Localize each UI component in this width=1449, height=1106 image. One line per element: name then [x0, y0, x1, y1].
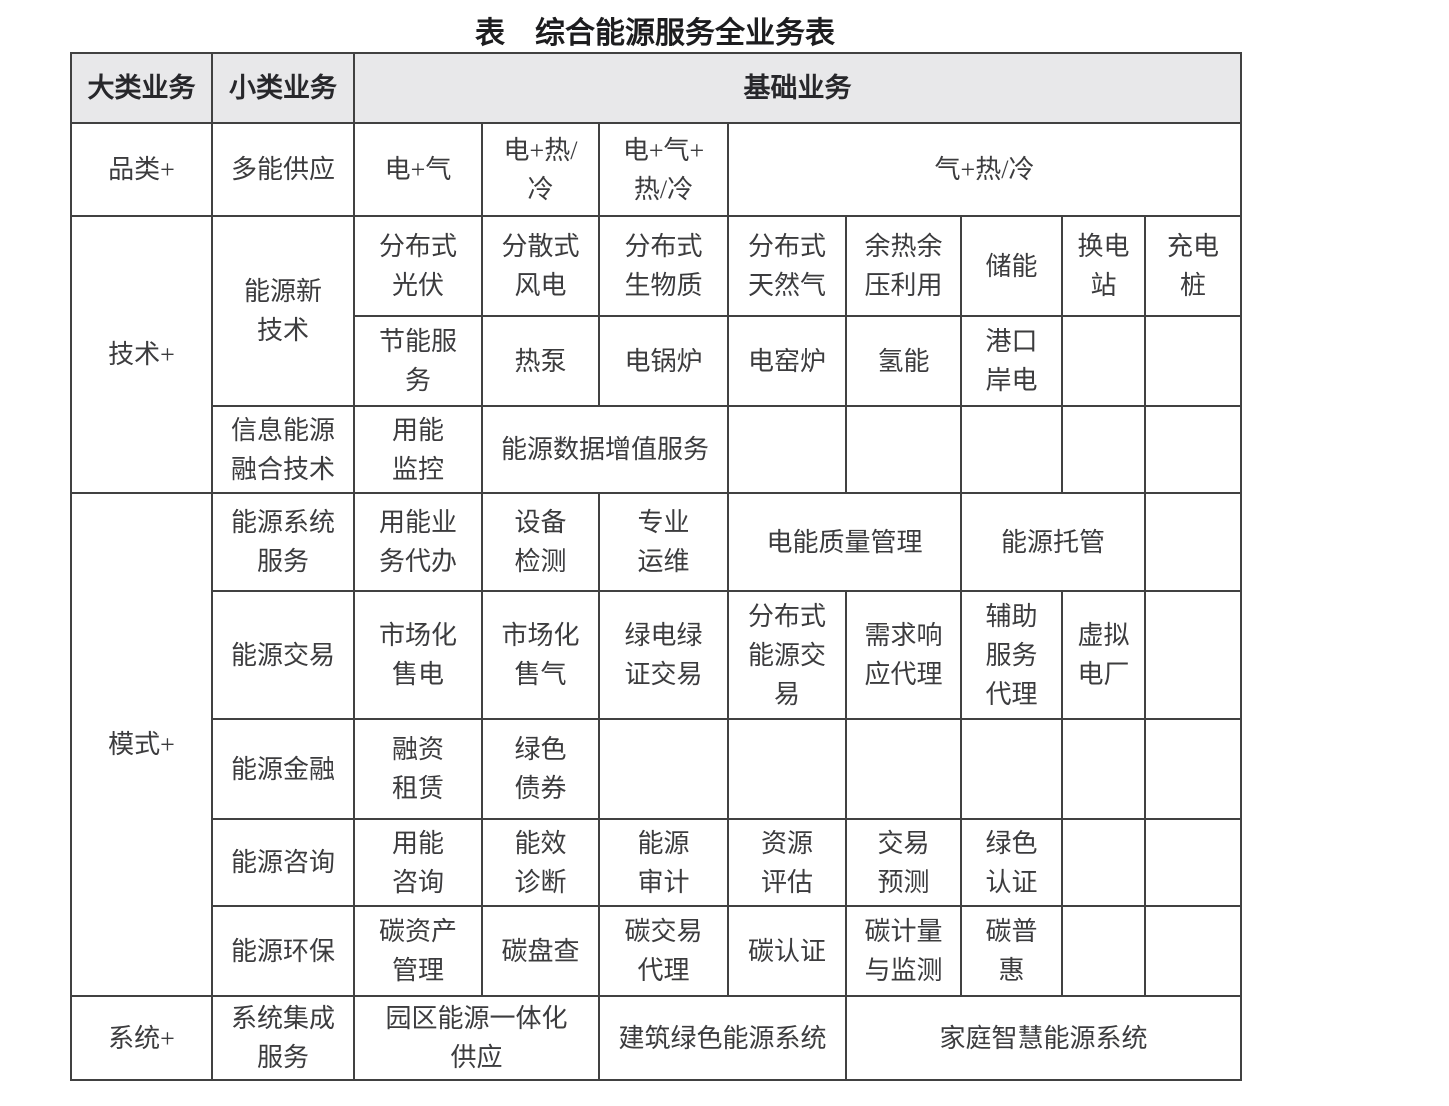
table-row: 能源环保 碳资产 管理 碳盘查 碳交易 代理 碳认证 碳计量 与监测 碳普 惠	[71, 905, 1242, 997]
business-cell: 电+气+ 热/冷	[598, 122, 729, 217]
empty-cell	[960, 405, 1063, 494]
business-cell: 需求响 应代理	[845, 590, 962, 720]
minor-category-cell: 能源金融	[211, 718, 355, 820]
business-cell: 绿电绿 证交易	[598, 590, 729, 720]
business-cell: 用能 咨询	[353, 818, 483, 907]
business-cell: 辅助 服务 代理	[960, 590, 1063, 720]
empty-cell	[598, 718, 729, 820]
business-cell: 交易 预测	[845, 818, 962, 907]
business-cell: 建筑绿色能源系统	[598, 995, 847, 1081]
energy-services-table: 大类业务 小类业务 基础业务 品类+ 多能供应 电+气 电+热/ 冷 电+气+ …	[70, 52, 1242, 1081]
business-cell: 碳交易 代理	[598, 905, 729, 997]
business-cell: 余热余 压利用	[845, 215, 962, 317]
empty-cell	[1144, 718, 1242, 820]
minor-category-cell: 系统集成 服务	[211, 995, 355, 1081]
header-basic-business: 基础业务	[353, 52, 1242, 124]
table-row: 能源咨询 用能 咨询 能效 诊断 能源 审计 资源 评估 交易 预测 绿色 认证	[71, 818, 1242, 907]
empty-cell	[1061, 818, 1146, 907]
business-cell: 港口 岸电	[960, 315, 1063, 407]
business-cell: 碳认证	[727, 905, 847, 997]
empty-cell	[1144, 405, 1242, 494]
business-cell: 市场化 售电	[353, 590, 483, 720]
empty-cell	[845, 718, 962, 820]
business-cell: 电窑炉	[727, 315, 847, 407]
business-cell: 绿色 债券	[481, 718, 600, 820]
business-cell: 能源 审计	[598, 818, 729, 907]
business-cell: 碳资产 管理	[353, 905, 483, 997]
business-cell: 电锅炉	[598, 315, 729, 407]
business-cell: 碳盘查	[481, 905, 600, 997]
table-row: 技术+ 能源新 技术 分布式 光伏 分散式 风电 分布式 生物质 分布式 天然气…	[70, 215, 1242, 494]
business-cell: 市场化 售气	[481, 590, 600, 720]
header-major-category: 大类业务	[70, 52, 213, 124]
empty-cell	[727, 405, 847, 494]
business-cell: 设备 检测	[481, 492, 600, 592]
major-category-cell: 模式+	[70, 492, 213, 997]
header-minor-category: 小类业务	[211, 52, 355, 124]
empty-cell	[1061, 718, 1146, 820]
business-cell: 虚拟 电厂	[1061, 590, 1146, 720]
table-row: 能源交易 市场化 售电 市场化 售气 绿电绿 证交易 分布式 能源交 易 需求响…	[71, 590, 1242, 720]
major-category-cell: 系统+	[70, 995, 213, 1081]
major-category-cell: 品类+	[70, 122, 213, 217]
business-cell: 园区能源一体化 供应	[353, 995, 600, 1081]
business-cell: 能源托管	[960, 492, 1146, 592]
empty-cell	[1144, 492, 1242, 592]
table-row: 系统+ 系统集成 服务 园区能源一体化 供应 建筑绿色能源系统 家庭智慧能源系统	[70, 995, 1242, 1081]
empty-cell	[1144, 590, 1242, 720]
empty-cell	[1061, 905, 1146, 997]
minor-category-cell: 能源系统 服务	[211, 492, 355, 592]
business-cell: 用能 监控	[353, 405, 483, 494]
business-cell: 分布式 能源交 易	[727, 590, 847, 720]
minor-category-cell: 能源环保	[211, 905, 355, 997]
business-cell: 电+热/ 冷	[481, 122, 600, 217]
minor-category-cell: 信息能源 融合技术	[211, 405, 355, 494]
business-cell: 碳计量 与监测	[845, 905, 962, 997]
business-cell: 换电 站	[1061, 215, 1146, 317]
minor-category-cell: 多能供应	[211, 122, 355, 217]
business-cell: 储能	[960, 215, 1063, 317]
table-row: 信息能源 融合技术 用能 监控 能源数据增值服务	[71, 405, 1242, 494]
business-cell: 节能服 务	[353, 315, 483, 407]
business-cell: 能源数据增值服务	[481, 405, 729, 494]
business-cell: 分布式 生物质	[598, 215, 729, 317]
table-caption: 表 综合能源服务全业务表	[475, 17, 835, 50]
empty-cell	[845, 405, 962, 494]
business-cell: 气+热/冷	[727, 122, 1242, 217]
business-cell: 资源 评估	[727, 818, 847, 907]
business-cell: 融资 租赁	[353, 718, 483, 820]
business-cell: 用能业 务代办	[353, 492, 483, 592]
business-cell: 分散式 风电	[481, 215, 600, 317]
business-cell: 家庭智慧能源系统	[845, 995, 1242, 1081]
business-cell: 氢能	[845, 315, 962, 407]
business-cell: 碳普 惠	[960, 905, 1063, 997]
empty-cell	[1061, 315, 1146, 407]
minor-category-cell: 能源新 技术	[211, 215, 355, 407]
empty-cell	[1144, 818, 1242, 907]
empty-cell	[1144, 905, 1242, 997]
header-row: 大类业务 小类业务 基础业务	[70, 52, 1242, 124]
business-cell: 分布式 光伏	[353, 215, 483, 317]
empty-cell	[960, 718, 1063, 820]
table-row: 品类+ 多能供应 电+气 电+热/ 冷 电+气+ 热/冷 气+热/冷	[70, 122, 1242, 217]
business-cell: 充电 桩	[1144, 215, 1242, 317]
empty-cell	[727, 718, 847, 820]
business-cell: 热泵	[481, 315, 600, 407]
business-cell: 电能质量管理	[727, 492, 962, 592]
business-cell: 电+气	[353, 122, 483, 217]
business-cell: 绿色 认证	[960, 818, 1063, 907]
empty-cell	[1144, 315, 1242, 407]
business-cell: 专业 运维	[598, 492, 729, 592]
business-cell: 能效 诊断	[481, 818, 600, 907]
table-row: 能源金融 融资 租赁 绿色 债券	[71, 718, 1242, 820]
major-category-cell: 技术+	[70, 215, 213, 494]
empty-cell	[1061, 405, 1146, 494]
minor-category-cell: 能源咨询	[211, 818, 355, 907]
table-row: 模式+ 能源系统 服务 用能业 务代办 设备 检测 专业 运维 电能质量管理 能…	[70, 492, 1242, 997]
minor-category-cell: 能源交易	[211, 590, 355, 720]
table-row: 节能服 务 热泵 电锅炉 电窑炉 氢能 港口 岸电	[71, 315, 1242, 407]
business-cell: 分布式 天然气	[727, 215, 847, 317]
